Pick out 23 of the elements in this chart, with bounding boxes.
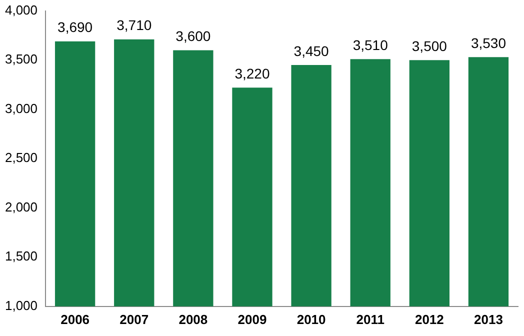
y-tick-label: 2,000: [4, 199, 38, 214]
data-label: 3,690: [58, 19, 93, 36]
data-label: 3,510: [352, 36, 388, 53]
y-tick-label: 3,000: [4, 100, 38, 116]
data-label: 3,600: [176, 28, 211, 44]
data-label: 3,220: [234, 66, 270, 82]
y-tick-label: 2,500: [4, 150, 38, 166]
y-tick-label: 3,500: [4, 52, 38, 67]
x-tick-label: 2012: [414, 312, 444, 327]
x-tick-label: 2011: [356, 312, 384, 327]
data-label: 3,530: [470, 34, 506, 51]
x-tick-label: 2009: [238, 312, 267, 327]
x-tick-label: 2008: [178, 312, 208, 327]
y-tick-label: 4,000: [4, 2, 38, 18]
x-tick-label: 2010: [296, 312, 326, 327]
y-tick-label: 1,000: [4, 298, 38, 313]
data-label: 3,710: [116, 17, 152, 34]
data-label: 3,450: [294, 42, 330, 59]
y-tick-label: 1,500: [4, 248, 38, 264]
data-label: 3,500: [412, 38, 448, 54]
x-tick-label: 2006: [60, 312, 90, 327]
x-tick-label: 2007: [120, 312, 149, 327]
x-tick-label: 2013: [474, 312, 503, 327]
